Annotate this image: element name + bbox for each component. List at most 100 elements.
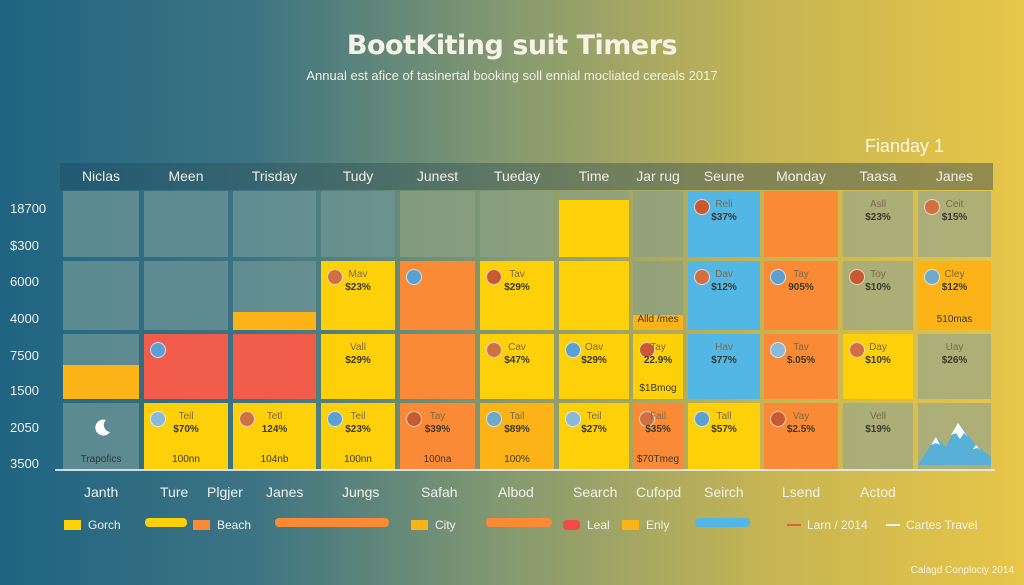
mountain-icon <box>918 415 991 470</box>
cell-value: 905% <box>788 282 814 293</box>
heatmap-cell: Reli $37% <box>688 191 760 257</box>
cell-label: Asll $23% <box>843 199 913 223</box>
heatmap-cell: Tetl 124% 104nb <box>233 403 316 470</box>
legend-swatch-icon <box>622 520 639 530</box>
cell-name: Ceit <box>945 199 964 210</box>
legend-item[interactable]: Cartes Travel <box>886 518 977 532</box>
heatmap-cell: Toy $10% <box>843 261 913 330</box>
legend-item[interactable]: Leal <box>563 518 610 532</box>
cell-label: Tav $29% <box>480 269 554 293</box>
cell-value: $70% <box>173 424 199 435</box>
cell-label: Teil $70% <box>144 411 228 435</box>
column-header: Trisday <box>251 168 298 184</box>
cell-name: Vall <box>350 342 366 353</box>
cell-name: Teil <box>178 411 194 422</box>
cell-name: Vell <box>869 411 887 422</box>
footer-credit: Calagd Conplociy 2014 <box>910 565 1014 576</box>
cell-fill-bar <box>633 314 683 330</box>
heatmap-cell: Tay $39% 100na <box>400 403 475 470</box>
heatmap-cell: Hav $77% <box>688 334 760 399</box>
y-tick-label: 1500 <box>10 383 39 398</box>
cell-label: Reli $37% <box>688 199 760 223</box>
cell-value: $39% <box>424 424 451 435</box>
cell-footnote: 104nb <box>260 454 289 465</box>
heatmap-cell <box>400 334 475 399</box>
legend-item[interactable] <box>486 518 552 527</box>
heatmap-cell: Asll $23% <box>843 191 913 257</box>
heatmap-cell <box>559 191 629 257</box>
heatmap-cell <box>144 261 228 330</box>
legend-bar-icon <box>145 518 187 527</box>
destination-badge-icon <box>770 342 786 358</box>
cell-name: Teil <box>350 411 366 422</box>
cell-label: Fail $35% <box>633 411 683 435</box>
moon-icon <box>93 417 113 442</box>
legend-item[interactable] <box>275 518 389 527</box>
cell-label: Oav $29% <box>559 342 629 366</box>
legend-item[interactable]: Beach <box>193 518 251 532</box>
legend-line-icon <box>886 524 900 526</box>
cell-name: Tav <box>509 269 525 280</box>
cell-label: Vell $19% <box>843 411 913 435</box>
heatmap-cell: Trapofics <box>63 403 139 470</box>
legend-item[interactable] <box>695 518 750 527</box>
heatmap-cell <box>233 191 316 257</box>
cell-name: Reli <box>715 199 733 210</box>
cell-value: $15% <box>941 212 968 223</box>
cell-name: Teil <box>586 411 602 422</box>
heatmap-cell <box>144 191 228 257</box>
heatmap-cell: Day $10% <box>843 334 913 399</box>
heatmap-cell: Teil $27% <box>559 403 629 470</box>
cell-footnote: $1Bmog <box>639 383 677 394</box>
y-tick-label: 6000 <box>10 274 39 289</box>
cell-name: Dav <box>715 269 733 280</box>
x-tick-label: Janth <box>84 484 119 500</box>
legend-item[interactable]: Gorch <box>64 518 121 532</box>
cell-label: Teil $27% <box>559 411 629 435</box>
cell-value: $10% <box>865 282 891 293</box>
heatmap-cell <box>400 191 475 257</box>
column-header: Niclas <box>81 168 121 184</box>
heatmap-cell: Tail $89% 100% <box>480 403 554 470</box>
cell-label: Uay $26% <box>918 342 991 366</box>
x-tick-label: Seirch <box>704 484 744 500</box>
cell-value: $23% <box>345 424 371 435</box>
heatmap-cell <box>63 191 139 257</box>
cell-value: $29% <box>504 282 530 293</box>
column-header-band <box>60 163 993 190</box>
cell-value: $12% <box>941 282 968 293</box>
heatmap-cell <box>400 261 475 330</box>
destination-badge-icon <box>327 269 343 285</box>
cell-label: Tav $.05% <box>764 342 838 366</box>
heatmap-cell <box>144 334 228 399</box>
x-tick-label: Search <box>573 484 618 500</box>
destination-badge-icon <box>639 411 655 427</box>
x-tick-label: Albod <box>498 484 534 500</box>
heatmap-cell <box>559 261 629 330</box>
x-tick-label: Lsend <box>782 484 821 500</box>
cell-label: Tay 22.9% <box>633 342 683 366</box>
destination-badge-icon <box>239 411 255 427</box>
legend-item[interactable]: City <box>411 518 456 532</box>
legend-item[interactable]: Larn / 2014 <box>787 518 868 532</box>
cell-name: Vay <box>792 411 810 422</box>
cell-value: $47% <box>504 355 530 366</box>
y-tick-label: 18700 <box>10 201 47 216</box>
cell-footnote: Alld /mes <box>637 314 679 325</box>
destination-badge-icon <box>486 269 502 285</box>
legend-line-icon <box>787 524 801 526</box>
cell-value: $35% <box>645 424 671 435</box>
cell-value: $.05% <box>786 355 816 366</box>
cell-footnote: 100nn <box>172 454 200 465</box>
cell-label: Cav $47% <box>480 342 554 366</box>
destination-badge-icon <box>150 411 166 427</box>
heatmap-cell <box>233 334 316 399</box>
cell-footnote: 510mas <box>936 314 973 325</box>
y-tick-label: 7500 <box>10 348 39 363</box>
cell-footnote: 100% <box>504 454 530 465</box>
legend-label: Beach <box>217 518 252 532</box>
legend-item[interactable]: Enly <box>622 518 669 532</box>
cell-value: $77% <box>711 355 737 366</box>
legend-item[interactable] <box>145 518 187 527</box>
x-tick-label: Plgjer <box>207 484 243 500</box>
